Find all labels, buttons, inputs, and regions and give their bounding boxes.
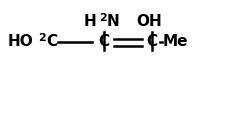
Text: OH: OH <box>136 15 162 29</box>
Text: 2: 2 <box>99 13 107 23</box>
Text: HO: HO <box>8 35 34 49</box>
Text: C: C <box>147 35 157 49</box>
Text: Me: Me <box>163 35 189 49</box>
Text: 2: 2 <box>38 33 46 43</box>
Text: C: C <box>98 35 110 49</box>
Text: N: N <box>107 15 120 29</box>
Text: C: C <box>46 35 57 49</box>
Text: H: H <box>84 15 97 29</box>
